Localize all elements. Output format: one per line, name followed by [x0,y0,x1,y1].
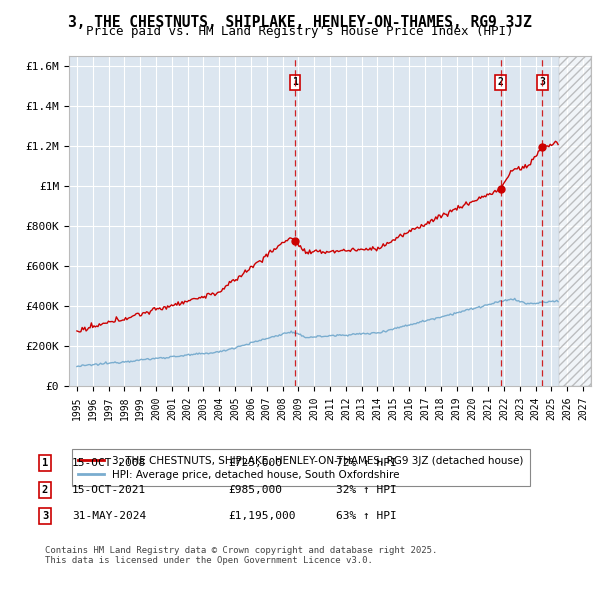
Legend: 3, THE CHESTNUTS, SHIPLAKE, HENLEY-ON-THAMES, RG9 3JZ (detached house), HPI: Ave: 3, THE CHESTNUTS, SHIPLAKE, HENLEY-ON-TH… [71,450,530,486]
Text: 3: 3 [42,512,48,521]
Text: £1,195,000: £1,195,000 [228,512,296,521]
Text: 2: 2 [42,485,48,494]
Text: 32% ↑ HPI: 32% ↑ HPI [336,485,397,494]
Text: 1: 1 [292,77,298,87]
Text: 72% ↑ HPI: 72% ↑ HPI [336,458,397,468]
Text: 63% ↑ HPI: 63% ↑ HPI [336,512,397,521]
Text: 1: 1 [42,458,48,468]
Text: 2: 2 [498,77,503,87]
Text: Contains HM Land Registry data © Crown copyright and database right 2025.
This d: Contains HM Land Registry data © Crown c… [45,546,437,565]
Text: 15-OCT-2008: 15-OCT-2008 [72,458,146,468]
Text: Price paid vs. HM Land Registry's House Price Index (HPI): Price paid vs. HM Land Registry's House … [86,25,514,38]
Text: £725,000: £725,000 [228,458,282,468]
Text: 3: 3 [539,77,545,87]
Text: 15-OCT-2021: 15-OCT-2021 [72,485,146,494]
Text: 3, THE CHESTNUTS, SHIPLAKE, HENLEY-ON-THAMES, RG9 3JZ: 3, THE CHESTNUTS, SHIPLAKE, HENLEY-ON-TH… [68,15,532,30]
Text: 31-MAY-2024: 31-MAY-2024 [72,512,146,521]
Text: £985,000: £985,000 [228,485,282,494]
